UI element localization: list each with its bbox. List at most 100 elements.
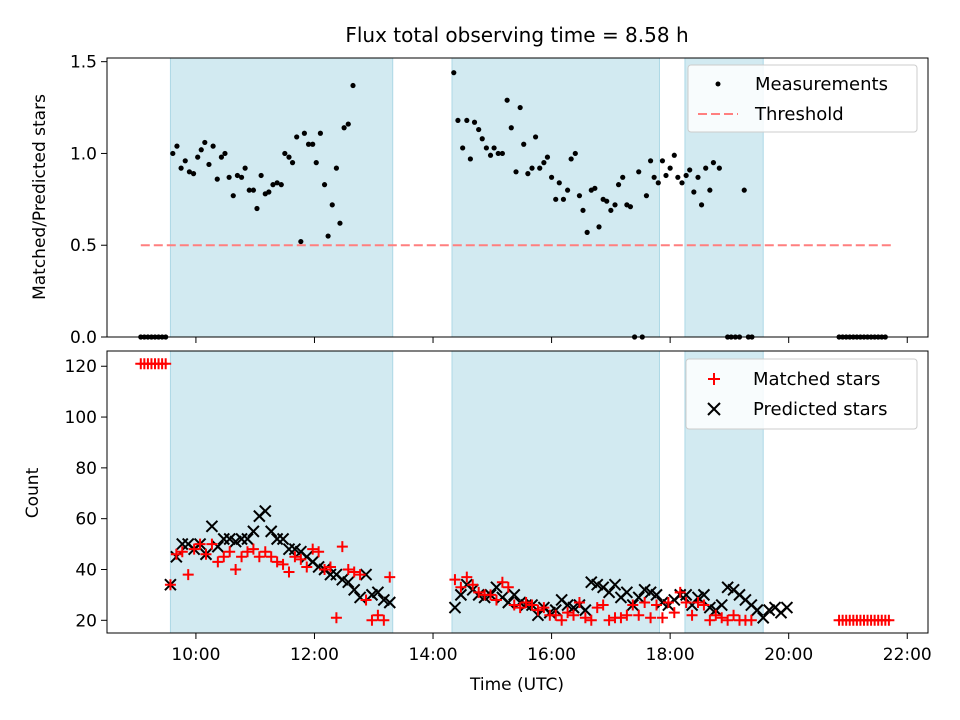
matched-star-point — [514, 602, 526, 614]
measurement-point — [691, 189, 697, 195]
matched-star-point — [710, 609, 722, 621]
measurement-point — [325, 233, 331, 239]
matched-star-point — [241, 546, 253, 558]
matched-star-point — [645, 612, 657, 624]
matched-star-point — [568, 609, 580, 621]
legend-threshold-label: Threshold — [754, 104, 844, 125]
top-axes-frame — [106, 57, 929, 338]
top-legend-box — [687, 64, 918, 133]
measurement-point — [218, 154, 225, 160]
matched-star-point — [330, 612, 342, 624]
matched-stars-points — [135, 358, 895, 626]
measurement-point — [250, 187, 257, 193]
measurement-point — [210, 143, 216, 149]
measurement-point — [553, 196, 559, 202]
predicted-star-point — [780, 601, 794, 614]
measurement-point — [305, 141, 312, 147]
measurement-point — [564, 187, 571, 193]
measurement-point — [246, 187, 252, 193]
measurement-point — [460, 145, 466, 151]
matched-star-point — [372, 609, 384, 621]
predicted-star-point — [383, 596, 396, 609]
predicted-star-point — [371, 586, 385, 599]
predicted-star-point — [679, 588, 693, 602]
matched-star-point — [301, 561, 313, 573]
matched-star-point — [485, 589, 497, 601]
matched-star-point — [662, 597, 674, 609]
measurement-point — [580, 207, 586, 213]
measurement-point — [667, 165, 673, 171]
matched-star-point — [473, 586, 485, 598]
figure-title: Flux total observing time = 8.58 h — [345, 23, 688, 47]
measurement-point — [298, 238, 304, 245]
predicted-star-point — [490, 581, 503, 594]
x-tick-label: 16:00 — [527, 645, 576, 665]
measurement-point — [604, 198, 610, 204]
matched-star-point — [354, 569, 366, 581]
x-tick-label: 12:00 — [290, 645, 339, 665]
matched-star-point — [490, 594, 502, 606]
measurement-point — [274, 180, 280, 186]
measurement-point — [329, 202, 335, 208]
matched-star-point — [289, 551, 301, 563]
bottom-y-ticks: 20 40 60 80 100 120 — [65, 357, 107, 631]
measurement-point — [716, 165, 722, 171]
matched-star-point — [319, 563, 331, 575]
bottom-legend: Matched stars Predicted stars — [685, 358, 918, 430]
measurement-point — [487, 152, 494, 158]
measurement-point — [198, 147, 204, 153]
measurement-point — [195, 154, 201, 160]
predicted-star-point — [276, 532, 290, 546]
measurement-point — [651, 174, 657, 180]
matched-star-point — [603, 614, 615, 626]
measurement-point — [499, 150, 505, 157]
matched-star-point — [224, 546, 236, 558]
matched-star-point — [348, 566, 360, 578]
measurement-point — [695, 174, 701, 180]
observing-span — [169, 350, 394, 634]
matched-star-point — [218, 551, 230, 563]
matched-star-point — [651, 599, 663, 611]
measurement-point — [647, 158, 654, 164]
matched-star-point — [579, 612, 591, 624]
x-tick-label: 22:00 — [883, 645, 932, 665]
measurement-point — [266, 189, 272, 195]
matched-star-point — [722, 614, 734, 626]
measurement-point — [541, 160, 547, 166]
predicted-star-point — [685, 598, 699, 612]
predicted-star-point — [608, 578, 622, 591]
predicted-star-point — [342, 575, 355, 589]
measurement-point — [242, 165, 248, 171]
measurement-point — [612, 202, 618, 208]
matched-star-point — [526, 599, 538, 611]
y-tick-label: 1.0 — [70, 144, 97, 164]
measurement-point — [345, 121, 351, 127]
measurement-point — [584, 229, 590, 235]
measurement-point — [529, 165, 535, 171]
predicted-star-point — [632, 591, 645, 604]
x-tick-label: 10:00 — [171, 645, 220, 665]
matched-star-point — [236, 551, 248, 563]
predicted-stars-points — [164, 504, 794, 624]
matched-star-point — [271, 556, 283, 568]
measurement-point — [301, 130, 307, 136]
measurement-point — [174, 143, 180, 149]
measurement-point — [214, 176, 220, 182]
measurement-point — [234, 172, 241, 179]
top-panel: 0.0 0.5 1.0 1.5 Matched/Predicted stars Mea… — [30, 53, 929, 348]
y-tick-label: 20 — [75, 611, 97, 631]
matched-star-point — [704, 614, 716, 626]
matched-star-point — [212, 556, 224, 568]
predicted-star-point — [211, 540, 225, 553]
measurement-point — [226, 174, 232, 180]
legend-measurements-label: Measurements — [755, 74, 888, 95]
measurement-point — [513, 169, 519, 175]
top-observing-spans — [169, 57, 764, 338]
matched-star-point — [324, 561, 336, 573]
measurement-point — [294, 134, 300, 140]
measurement-point — [278, 182, 284, 188]
matched-star-point — [692, 597, 704, 609]
matched-star-point — [182, 569, 194, 581]
measurement-point — [479, 136, 485, 142]
measurement-point — [286, 154, 292, 160]
